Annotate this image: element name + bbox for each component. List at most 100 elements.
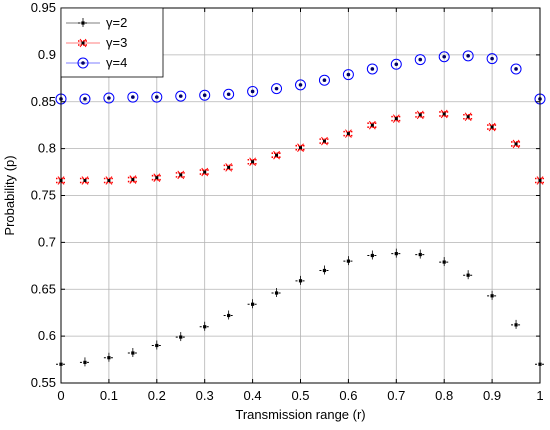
data-point <box>390 58 402 70</box>
data-point <box>103 92 115 104</box>
data-point <box>175 90 187 102</box>
marker-cluster <box>319 138 330 144</box>
data-point <box>223 163 234 172</box>
marker-circle <box>103 92 115 104</box>
marker-circle <box>438 51 450 63</box>
y-tick-label: 0.55 <box>31 375 56 390</box>
marker-dot <box>81 41 85 45</box>
data-point <box>342 69 354 81</box>
data-point <box>175 332 186 342</box>
marker-cluster <box>439 111 450 117</box>
data-point <box>247 157 258 167</box>
data-point <box>79 176 90 185</box>
legend-box <box>60 7 164 78</box>
marker-cluster <box>127 176 138 183</box>
marker-circle <box>318 74 330 86</box>
data-point <box>151 173 162 182</box>
marker-dot <box>178 94 183 98</box>
marker-dot <box>346 132 350 136</box>
data-point <box>391 248 402 258</box>
marker-dot <box>202 93 207 97</box>
data-point <box>438 51 450 63</box>
marker-dot <box>251 160 255 164</box>
marker-circle <box>414 54 426 66</box>
marker-cluster <box>103 177 114 184</box>
y-tick-label: 0.7 <box>38 234 56 249</box>
marker-dot <box>227 165 231 169</box>
series-layer <box>55 50 546 369</box>
data-point <box>414 54 426 66</box>
data-point <box>511 139 522 149</box>
marker-dot <box>514 142 518 146</box>
marker-cluster <box>175 172 186 178</box>
marker-dot <box>155 176 159 180</box>
marker-cluster <box>199 169 210 175</box>
marker-dot <box>155 343 159 348</box>
marker-dot <box>81 61 85 65</box>
marker-dot <box>370 123 374 127</box>
data-point <box>319 136 330 146</box>
data-point <box>127 175 138 184</box>
marker-dot <box>418 113 422 117</box>
x-tick-label: 0.4 <box>244 388 262 403</box>
marker-dot <box>514 67 518 71</box>
data-point <box>103 176 114 185</box>
marker-dot <box>83 179 87 182</box>
legend-label: γ=4 <box>106 55 127 70</box>
data-point <box>295 275 306 285</box>
x-tick-label: 0.3 <box>196 388 214 403</box>
marker-dot <box>179 173 183 177</box>
legend-label: γ=2 <box>106 15 127 30</box>
data-point <box>199 321 210 331</box>
data-point <box>439 109 450 119</box>
x-tick-label: 0.8 <box>435 388 453 403</box>
marker-cluster <box>415 112 426 118</box>
marker-cluster <box>247 158 258 165</box>
marker-dot <box>394 62 399 67</box>
marker-dot <box>131 95 135 99</box>
marker-dot <box>275 153 279 157</box>
data-point <box>175 170 186 180</box>
marker-dot <box>418 57 423 62</box>
data-point <box>199 167 210 177</box>
data-point <box>223 310 234 320</box>
marker-dot <box>155 95 159 99</box>
marker-cluster <box>463 113 474 120</box>
data-point <box>367 250 378 260</box>
marker-dot <box>442 260 446 264</box>
y-tick-label: 0.85 <box>31 94 56 109</box>
marker-circle <box>127 91 139 103</box>
marker-dot <box>274 86 279 91</box>
marker-dot <box>131 178 135 182</box>
marker-dot <box>322 268 327 273</box>
marker-dot <box>107 96 111 100</box>
x-tick-label: 0.7 <box>387 388 405 403</box>
marker-dot <box>107 356 111 360</box>
marker-circle <box>366 63 378 75</box>
marker-dot <box>370 253 374 258</box>
marker-dot <box>394 252 398 256</box>
marker-circle <box>271 83 283 95</box>
marker-dot <box>274 291 279 295</box>
marker-circle <box>342 69 354 81</box>
plot-frame <box>60 7 541 384</box>
data-point <box>318 74 330 86</box>
marker-dot <box>298 83 303 87</box>
marker-dot <box>394 117 398 121</box>
marker-dot <box>466 115 470 119</box>
data-point <box>343 256 354 266</box>
marker-circle <box>77 57 89 69</box>
y-tick-label: 0.8 <box>38 141 56 156</box>
x-tick-label: 0.9 <box>483 388 501 403</box>
marker-circle <box>462 50 474 62</box>
marker-cluster <box>511 141 522 147</box>
marker-circle <box>223 88 235 100</box>
data-point <box>223 88 235 100</box>
legend-label: γ=3 <box>106 35 127 50</box>
data-point <box>319 265 330 275</box>
marker-dot <box>346 259 350 263</box>
data-point <box>463 112 474 122</box>
marker-cluster <box>391 115 402 122</box>
marker-dot <box>466 273 470 277</box>
